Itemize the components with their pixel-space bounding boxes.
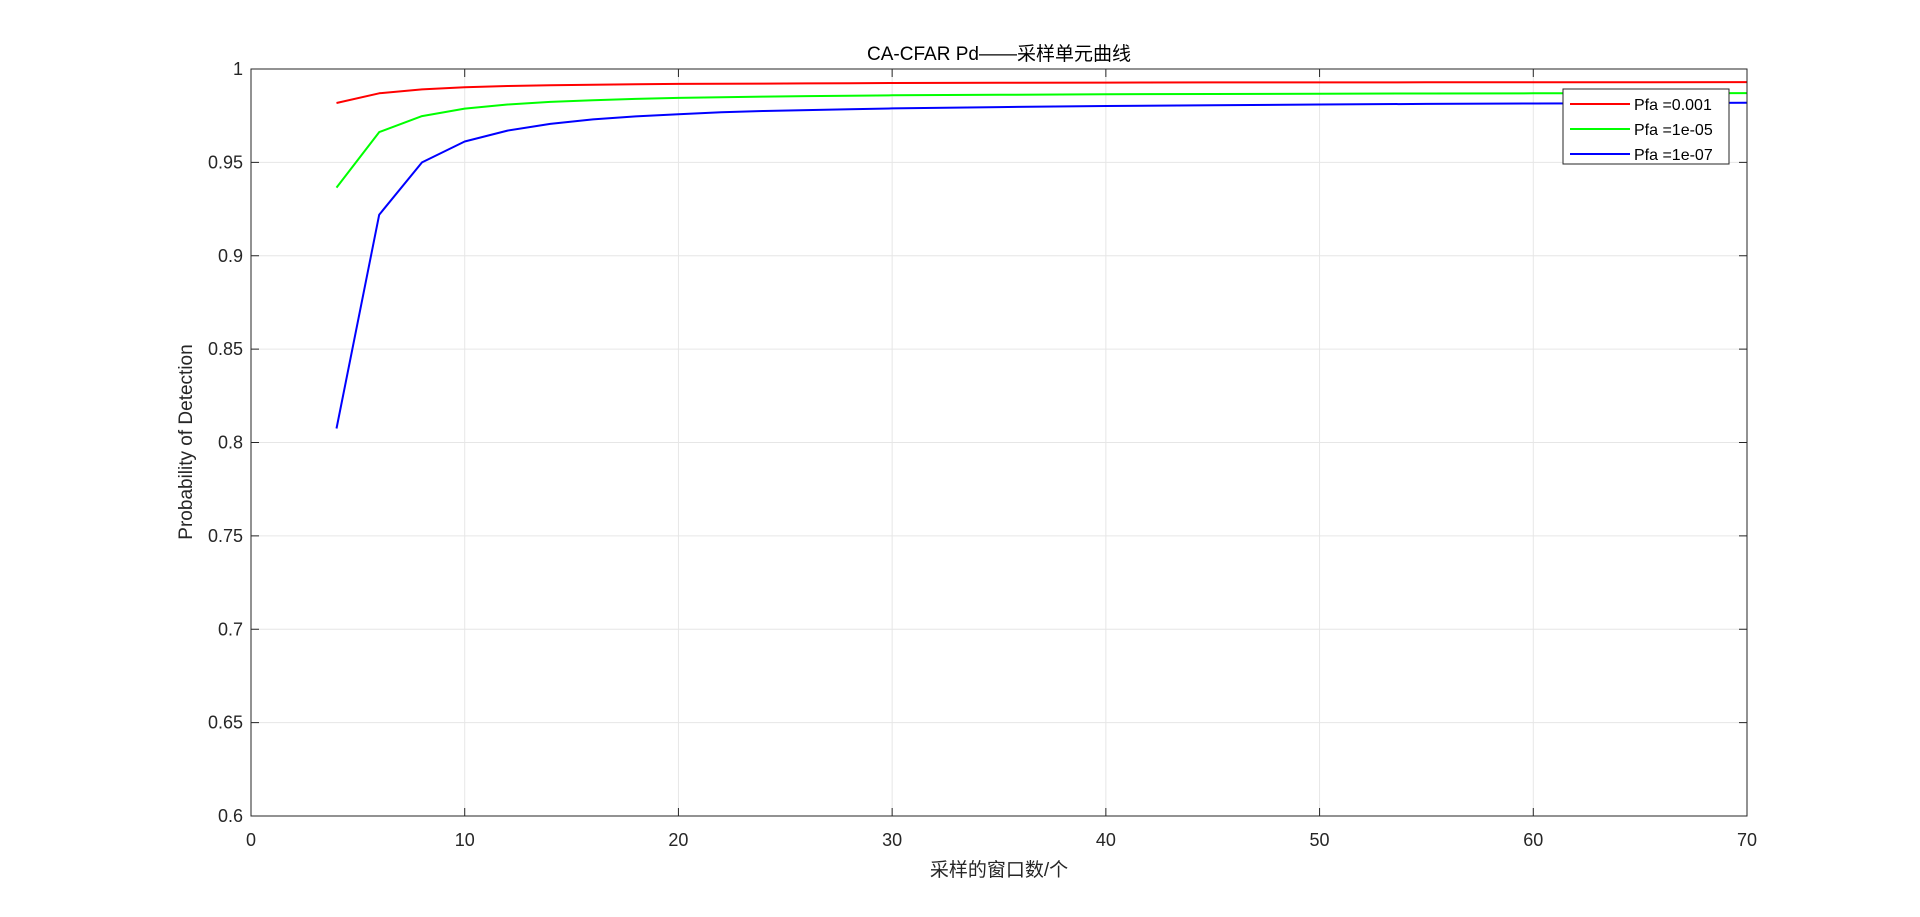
grid-layer xyxy=(251,69,1747,816)
y-tick-label: 0.6 xyxy=(218,806,243,826)
x-tick-label: 70 xyxy=(1737,830,1757,850)
x-tick-label: 20 xyxy=(668,830,688,850)
series-layer xyxy=(335,81,1748,429)
legend-label-1: Pfa =0.001 xyxy=(1634,97,1712,114)
x-tick-label: 40 xyxy=(1096,830,1116,850)
legend[interactable]: Pfa =0.001 Pfa =1e-05 Pfa =1e-07 xyxy=(1562,88,1730,165)
x-tick-label: 10 xyxy=(455,830,475,850)
x-tick-label: 0 xyxy=(246,830,256,850)
x-axis-label: 采样的窗口数/个 xyxy=(930,859,1068,881)
y-axis-label: Probability of Detection xyxy=(176,344,197,539)
y-tick-label: 0.75 xyxy=(208,526,243,546)
x-tick-label: 30 xyxy=(882,830,902,850)
series-line-1[interactable] xyxy=(336,81,1748,104)
ticks-layer: 0 10 20 30 40 50 60 70 0.6 0.65 0.7 0.75 0.8 0.85 0.9 0… xyxy=(208,59,1757,850)
x-tick-label: 50 xyxy=(1310,830,1330,850)
y-tick-label: 0.85 xyxy=(208,339,243,359)
y-tick-label: 0.7 xyxy=(218,619,243,639)
y-tick-label: 0.8 xyxy=(218,433,243,453)
plot-frame xyxy=(250,68,1748,817)
series-line-3[interactable] xyxy=(335,101,1748,429)
legend-box xyxy=(1562,88,1730,165)
y-tick-label: 0.95 xyxy=(208,152,243,172)
series-line-2[interactable] xyxy=(335,92,1748,189)
y-tick-label: 0.9 xyxy=(218,246,243,266)
legend-label-3: Pfa =1e-07 xyxy=(1634,147,1713,164)
x-tick-label: 60 xyxy=(1523,830,1543,850)
y-tick-label: 0.65 xyxy=(208,713,243,733)
y-tick-label: 1 xyxy=(233,59,243,79)
chart-title: CA-CFAR Pd——采样单元曲线 xyxy=(867,43,1131,65)
legend-label-2: Pfa =1e-05 xyxy=(1634,122,1713,139)
